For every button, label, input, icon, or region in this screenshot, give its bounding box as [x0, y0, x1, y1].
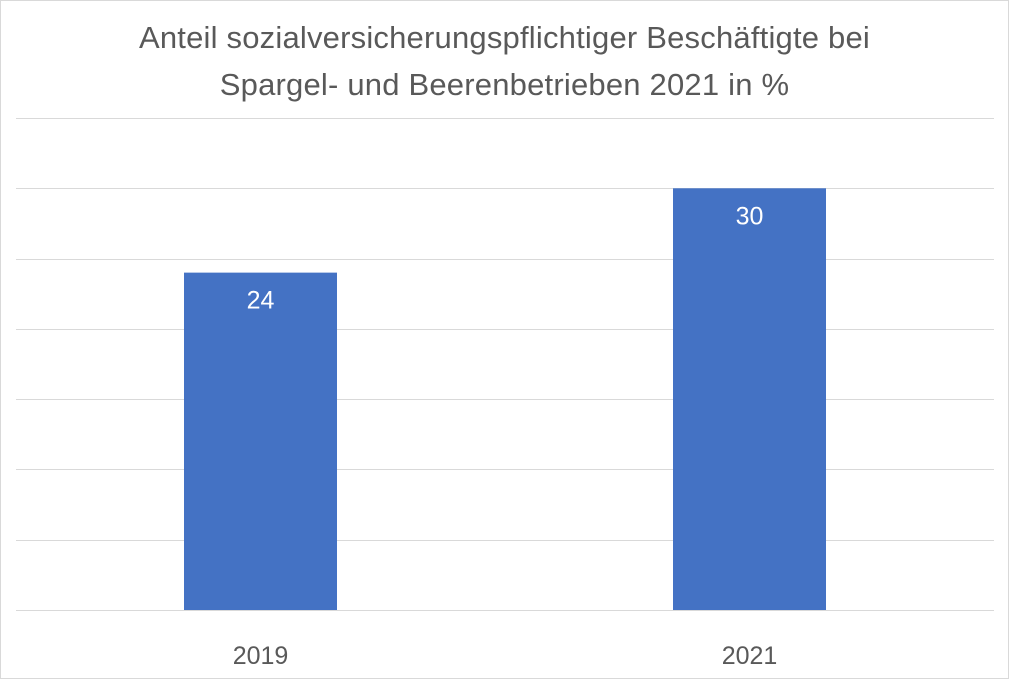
data-label-2019: 24 [247, 287, 275, 315]
chart-title-line-2: Spargel- und Beerenbetrieben 2021 in % [219, 67, 790, 102]
x-tick-label-2019: 2019 [233, 642, 289, 670]
x-tick-label-2021: 2021 [722, 642, 778, 670]
chart-title-line-1: Anteil sozialversicherungspflichtiger Be… [138, 20, 871, 55]
data-label-2021: 30 [736, 202, 764, 230]
chart-title: Anteil sozialversicherungspflichtiger Be… [0, 14, 1009, 108]
bar-2019 [184, 272, 337, 610]
bar-2021 [673, 188, 826, 611]
